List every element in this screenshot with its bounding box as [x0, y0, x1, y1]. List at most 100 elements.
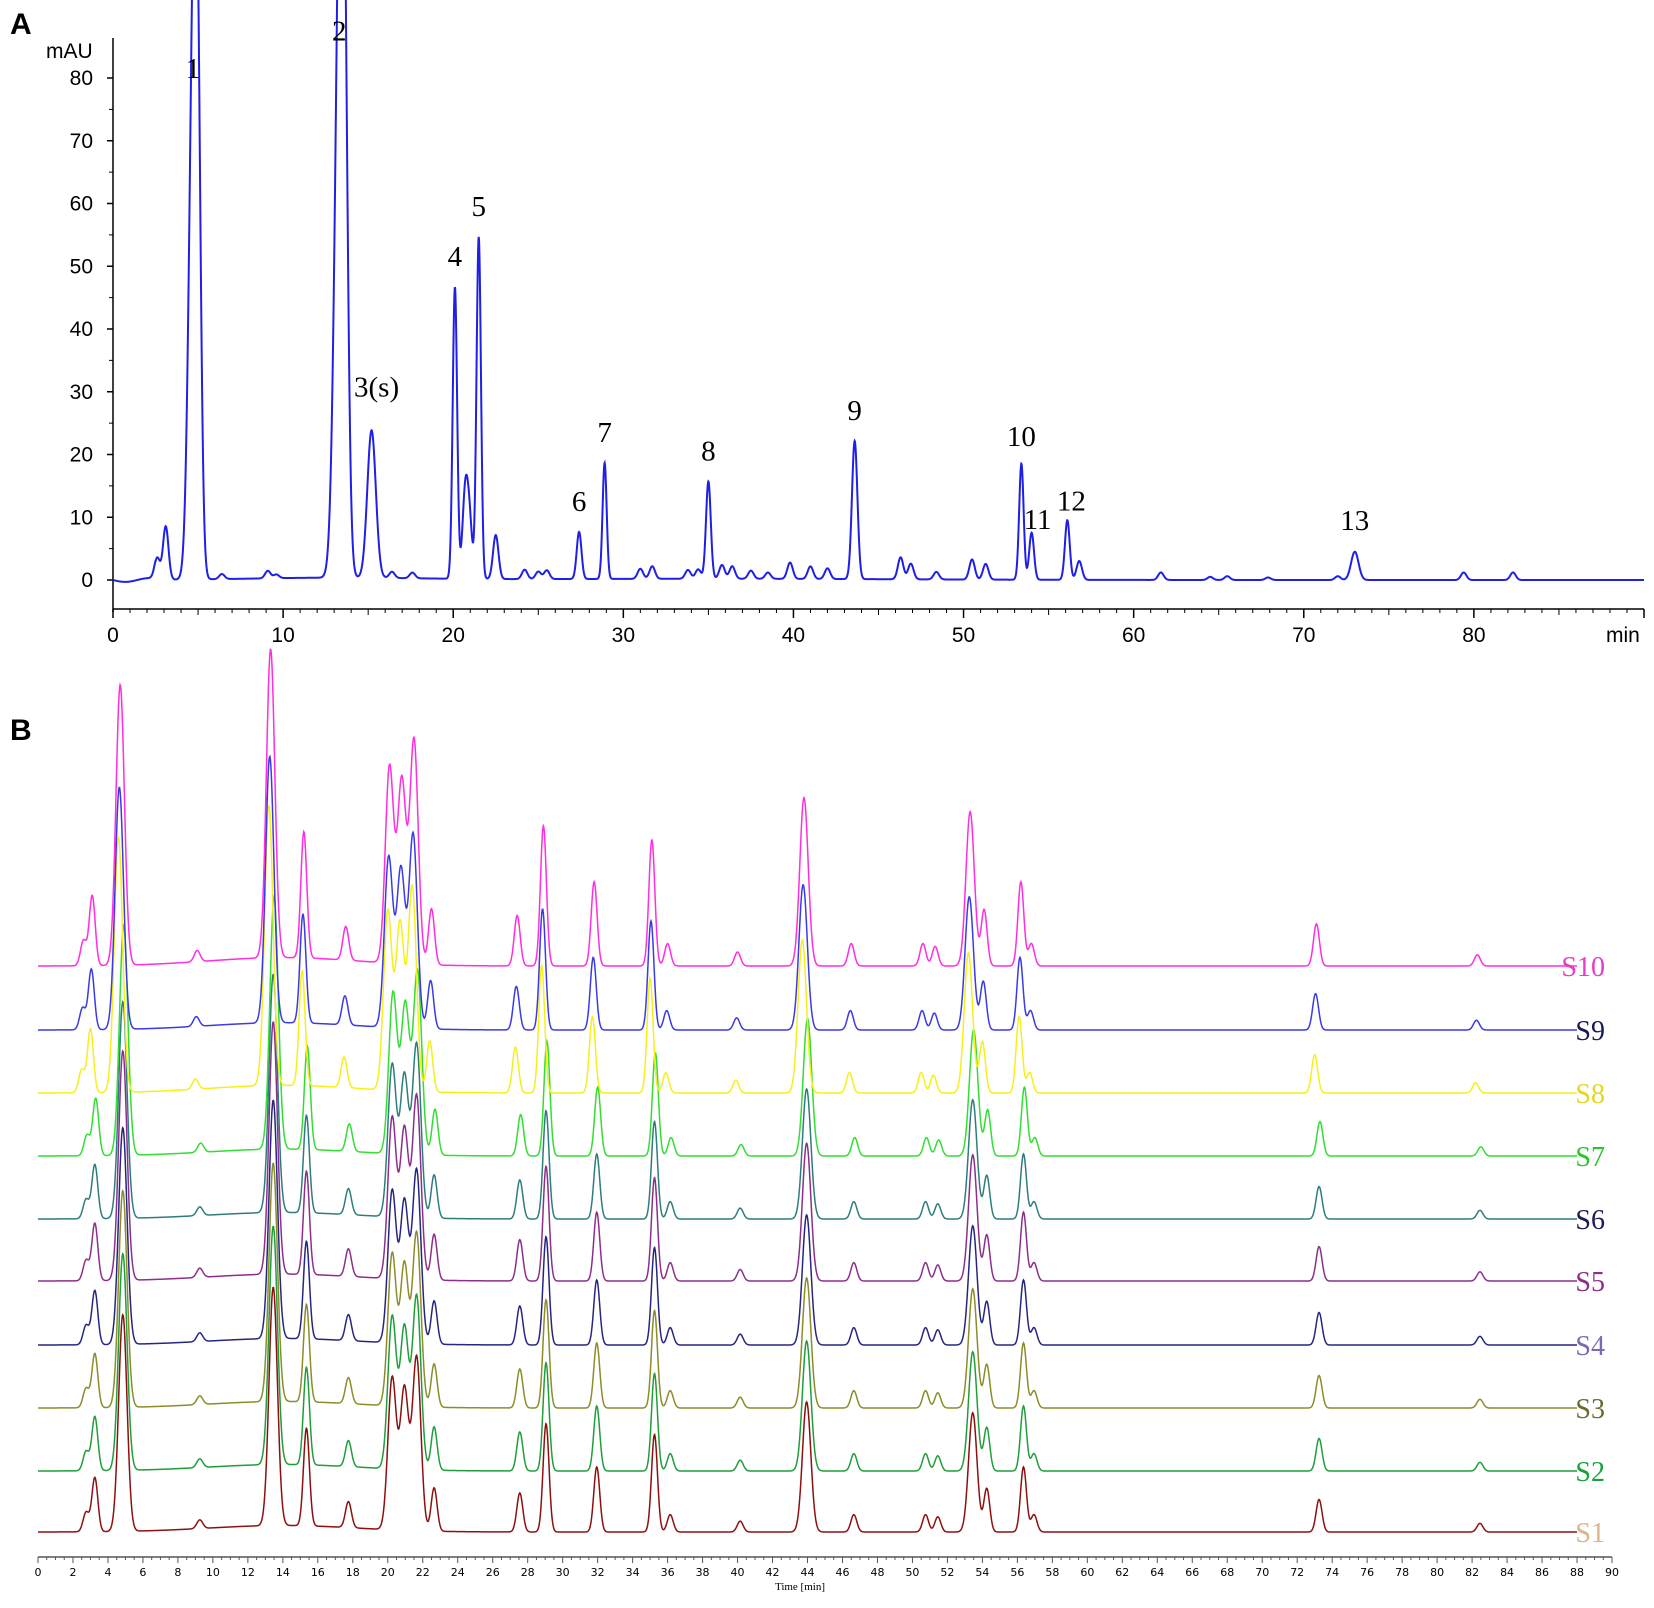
series-trace-s3 [38, 1162, 1578, 1409]
b-x-tick-label: 16 [311, 1566, 325, 1579]
series-label-s10: S10 [1561, 952, 1605, 983]
b-x-tick-label: 68 [1220, 1566, 1234, 1579]
b-x-tick-label: 48 [870, 1566, 884, 1579]
series-trace-s2 [38, 1225, 1578, 1472]
b-x-tick-label: 42 [766, 1566, 780, 1579]
b-x-tick-label: 20 [381, 1566, 395, 1579]
a-x-tick-label: 70 [1292, 624, 1315, 647]
series-trace-s10 [38, 648, 1578, 967]
b-x-tick-label: 54 [975, 1566, 989, 1579]
a-x-tick-label: 0 [107, 624, 119, 647]
b-x-tick-label: 76 [1360, 1566, 1374, 1579]
a-x-tick-label: 60 [1122, 624, 1145, 647]
peak-label: 12 [1057, 485, 1086, 517]
a-y-tick-label: 0 [81, 569, 93, 592]
a-y-tick-label: 80 [70, 67, 93, 90]
b-x-tick-label: 4 [104, 1566, 111, 1579]
b-x-tick-label: 72 [1290, 1566, 1304, 1579]
a-x-tick-label: 50 [952, 624, 975, 647]
a-x-tick-label: 40 [782, 624, 805, 647]
b-x-tick-label: 12 [241, 1566, 255, 1579]
peak-label: 1 [186, 53, 201, 85]
b-x-tick-label: 60 [1080, 1566, 1094, 1579]
series-trace-s9 [38, 754, 1578, 1031]
b-x-tick-label: 26 [486, 1566, 500, 1579]
series-trace-s4 [38, 1099, 1578, 1346]
series-trace-s5 [38, 1021, 1578, 1282]
b-x-tick-label: 62 [1115, 1566, 1129, 1579]
b-x-tick-label: 78 [1395, 1566, 1409, 1579]
panel-a-y-unit: mAU [46, 40, 93, 63]
b-x-tick-label: 38 [696, 1566, 710, 1579]
b-x-tick-label: 64 [1150, 1566, 1164, 1579]
series-label-s3: S3 [1575, 1394, 1605, 1425]
b-x-tick-label: 32 [591, 1566, 605, 1579]
series-label-s5: S5 [1575, 1267, 1605, 1298]
b-x-tick-label: 14 [276, 1566, 290, 1579]
a-x-tick-label: 30 [612, 624, 635, 647]
b-x-tick-label: 36 [661, 1566, 675, 1579]
peak-label: 8 [701, 436, 716, 468]
peak-label: 9 [847, 395, 862, 427]
peak-label: 11 [1024, 504, 1052, 536]
b-x-tick-label: 24 [451, 1566, 465, 1579]
b-x-tick-label: 88 [1570, 1566, 1584, 1579]
b-x-tick-label: 84 [1500, 1566, 1514, 1579]
b-x-tick-label: 82 [1465, 1566, 1479, 1579]
b-x-tick-label: 70 [1255, 1566, 1269, 1579]
panel-b-overlay: B 0 2 4 6 8 10 12 14 16 18 20 22 24 26 28 30 32 34 36 38 40 4… [10, 648, 1619, 1593]
peak-label: 2 [332, 15, 347, 47]
series-trace-s1 [38, 1286, 1578, 1533]
b-x-tick-label: 86 [1535, 1566, 1549, 1579]
peak-label: 5 [471, 191, 486, 223]
b-x-tick-label: 40 [731, 1566, 745, 1579]
peak-label: 4 [448, 241, 463, 273]
series-trace-s6 [38, 973, 1578, 1220]
panel-a-x-unit: min [1606, 624, 1640, 647]
b-x-tick-label: 8 [174, 1566, 181, 1579]
a-y-tick-label: 30 [70, 381, 93, 404]
b-x-tick-label: 22 [416, 1566, 430, 1579]
series-label-s4: S4 [1575, 1331, 1605, 1362]
panel-b-traces [38, 648, 1578, 1533]
b-x-tick-label: 66 [1185, 1566, 1199, 1579]
b-x-tick-label: 56 [1010, 1566, 1024, 1579]
b-x-tick-label: 18 [346, 1566, 360, 1579]
b-x-tick-label: 80 [1430, 1566, 1444, 1579]
a-y-tick-label: 50 [70, 255, 93, 278]
peak-label: 7 [597, 417, 612, 449]
series-label-s8: S8 [1575, 1079, 1605, 1110]
b-x-tick-label: 46 [835, 1566, 849, 1579]
panel-a-label: A [10, 8, 32, 41]
panel-b-series-labels: S10 S9 S8 S7 S6 S5 S4 S3 S2 S1 [1561, 952, 1605, 1549]
b-x-tick-label: 34 [626, 1566, 640, 1579]
b-x-tick-label: 44 [801, 1566, 815, 1579]
peak-label: 6 [572, 486, 587, 518]
b-x-tick-label: 30 [556, 1566, 570, 1579]
panel-b-label: B [10, 714, 32, 747]
a-x-tick-label: 80 [1462, 624, 1485, 647]
b-x-tick-label: 58 [1045, 1566, 1059, 1579]
b-x-tick-label: 10 [206, 1566, 220, 1579]
peak-label: 3(s) [354, 372, 399, 404]
a-y-tick-label: 60 [70, 193, 93, 216]
a-y-tick-label: 40 [70, 318, 93, 341]
a-y-tick-label: 70 [70, 130, 93, 153]
b-x-tick-label: 74 [1325, 1566, 1339, 1579]
a-x-tick-label: 20 [442, 624, 465, 647]
series-label-s2: S2 [1575, 1457, 1605, 1488]
panel-a-x-ticks: 0 10 20 30 40 50 60 70 80 [107, 609, 1645, 647]
panel-a-chromatogram: A mAU 0 10 20 30 40 50 60 70 80 0 10 20 30 40 50 60 70 8… [10, 0, 1645, 647]
a-x-tick-label: 10 [271, 624, 294, 647]
panel-b-x-ticks: 0 2 4 6 8 10 12 14 16 18 20 22 24 26 28 30 32 34 36 38 40 42 4… [35, 1557, 1619, 1579]
panel-b-x-label: Time [min] [775, 1581, 825, 1593]
b-x-tick-label: 50 [905, 1566, 919, 1579]
a-y-tick-label: 10 [70, 506, 93, 529]
series-trace-s8 [38, 804, 1578, 1094]
a-y-tick-label: 20 [70, 444, 93, 467]
panel-a-trace [112, 0, 1644, 583]
b-x-tick-label: 52 [940, 1566, 954, 1579]
b-x-tick-label: 90 [1605, 1566, 1619, 1579]
